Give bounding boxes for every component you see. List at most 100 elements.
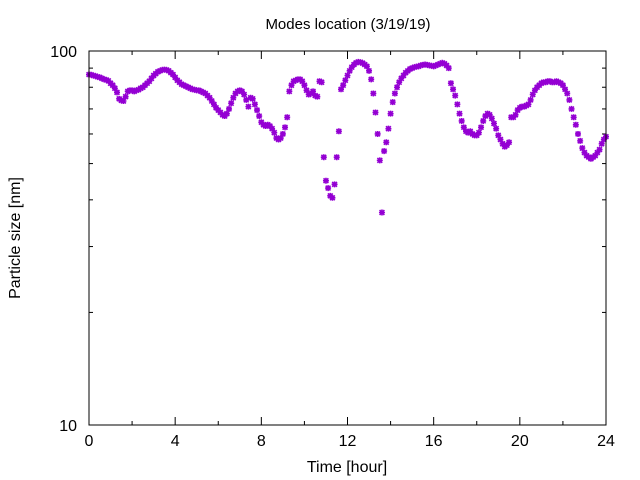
chart-title: Modes location (3/19/19) [265,16,430,33]
data-point [415,63,422,70]
data-point [279,130,286,137]
data-point [154,68,161,75]
data-point [383,139,390,146]
data-point [473,132,480,139]
data-point [581,149,588,156]
data-point [562,86,569,93]
data-point [460,124,467,131]
data-point [531,87,538,94]
data-point [223,110,230,117]
data-point [325,185,332,192]
data-point [398,75,405,82]
data-point [559,82,566,89]
data-point [290,78,297,85]
data-point [527,96,534,103]
data-point [348,64,355,71]
data-point [570,114,577,121]
data-point [98,75,105,82]
data-point [406,66,413,73]
x-tick-label: 0 [85,433,94,450]
x-tick-label: 16 [425,433,443,450]
data-point [182,83,189,90]
data-point [454,101,461,108]
y-tick-label: 100 [50,44,77,61]
data-point [579,145,586,152]
data-point [566,96,573,103]
data-point [322,177,329,184]
data-point [546,78,553,85]
data-point [353,59,360,66]
data-point [529,91,536,98]
data-point [542,79,549,86]
data-point [430,63,437,70]
data-point [394,84,401,91]
data-point [228,100,235,107]
scatter-series [86,58,609,216]
data-point [178,81,185,88]
data-point [318,79,325,86]
data-point [512,111,519,118]
data-point [346,67,353,74]
data-point [574,130,581,137]
data-point [226,105,233,112]
data-point [206,94,213,101]
data-point [564,90,571,97]
data-point [499,140,506,147]
data-point [478,124,485,131]
data-point [208,98,215,105]
data-point [163,66,170,73]
data-point [439,59,446,66]
data-point [251,101,258,108]
data-point [370,90,377,97]
y-tick-label: 10 [59,418,77,435]
data-point [368,76,375,83]
data-point [96,74,103,81]
data-point [452,92,459,99]
data-point [210,101,217,108]
data-point [572,121,579,128]
data-point [480,117,487,124]
data-point [378,209,385,216]
data-point [338,86,345,93]
data-point [458,117,465,124]
data-point [114,89,121,96]
data-point [456,110,463,117]
data-point [249,95,256,102]
data-point [493,125,500,132]
data-point [577,137,584,144]
data-point [303,87,310,94]
x-axis-label: Time [hour] [307,459,387,476]
data-point [180,82,187,89]
data-point [389,99,396,106]
data-point [503,142,510,149]
data-point [366,67,373,74]
data-point [172,74,179,81]
data-point [299,78,306,85]
data-point [331,181,338,188]
data-point [340,82,347,89]
data-point [376,157,383,164]
data-point [525,101,532,108]
data-point [568,105,575,112]
data-point [434,61,441,68]
plot-frame [88,50,607,426]
data-point [120,98,127,105]
data-point [486,111,493,118]
data-point [467,128,474,135]
data-point [333,154,340,161]
data-point [443,62,450,69]
data-point [450,86,457,93]
data-point [555,79,562,86]
data-point [447,80,454,87]
data-point [137,85,144,92]
data-point [256,113,263,120]
data-point [277,135,284,142]
data-point [497,136,504,143]
x-tick-label: 8 [257,433,266,450]
data-point [146,78,153,85]
data-point [245,103,252,110]
data-point [238,88,245,95]
data-point [396,79,403,86]
data-point [335,128,342,135]
data-point [594,149,601,156]
